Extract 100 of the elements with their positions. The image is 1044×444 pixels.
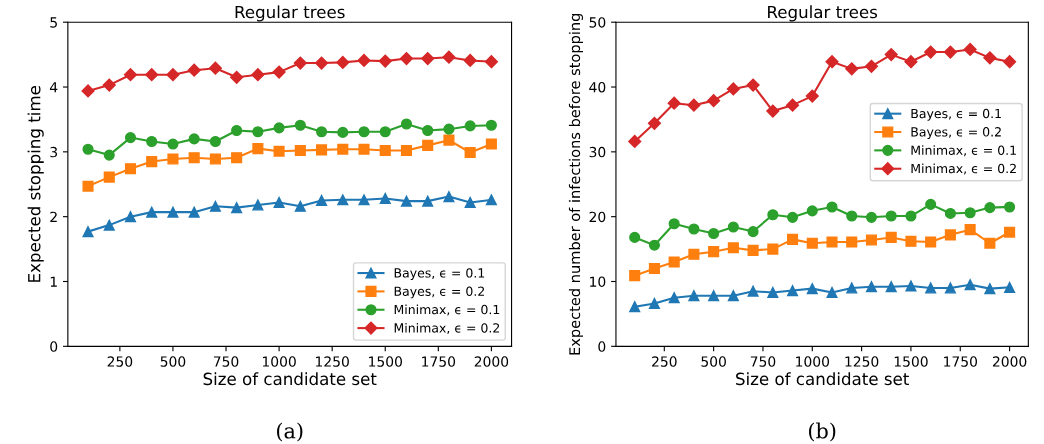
point bbox=[925, 236, 937, 248]
point bbox=[1003, 55, 1017, 69]
point bbox=[102, 78, 116, 92]
point bbox=[166, 68, 180, 82]
point bbox=[443, 134, 455, 146]
point bbox=[984, 202, 996, 214]
point bbox=[294, 119, 306, 131]
point bbox=[747, 226, 759, 238]
point bbox=[964, 279, 976, 291]
point bbox=[944, 282, 956, 294]
point bbox=[806, 283, 818, 295]
x-tick-label: 500 bbox=[160, 356, 186, 367]
point bbox=[464, 196, 476, 208]
y-tick-label: 0 bbox=[598, 341, 606, 352]
point bbox=[964, 207, 976, 219]
point bbox=[485, 194, 497, 206]
y-tick-label: 2 bbox=[50, 211, 57, 222]
point bbox=[358, 194, 370, 206]
point bbox=[846, 210, 858, 222]
point bbox=[230, 70, 244, 84]
y-tick-label: 5 bbox=[50, 17, 57, 28]
y-axis-title: Expected number of infections before stopping bbox=[568, 13, 584, 355]
point bbox=[103, 219, 115, 231]
point bbox=[422, 139, 434, 151]
point bbox=[885, 231, 897, 243]
x-tick-label: 1500 bbox=[894, 356, 928, 367]
x-tick-label: 2000 bbox=[474, 356, 509, 367]
point bbox=[707, 94, 721, 108]
point bbox=[336, 55, 350, 69]
point bbox=[294, 144, 306, 157]
point bbox=[146, 135, 158, 148]
point bbox=[315, 144, 328, 156]
legend-label: Minimax, ϵ = 0.2 bbox=[394, 322, 500, 334]
point bbox=[208, 61, 222, 75]
point bbox=[826, 201, 838, 213]
point bbox=[786, 233, 799, 245]
x-tick-label: 1750 bbox=[944, 356, 978, 367]
point bbox=[485, 119, 497, 131]
point bbox=[767, 286, 779, 299]
point bbox=[727, 221, 739, 233]
legend-label: Bayes, ϵ = 0.2 bbox=[394, 286, 485, 299]
point bbox=[358, 143, 370, 155]
point bbox=[944, 229, 956, 241]
point bbox=[924, 45, 938, 59]
y-tick-label: 4 bbox=[49, 82, 58, 93]
point bbox=[209, 153, 221, 165]
y-tick-label: 3 bbox=[50, 146, 58, 158]
point bbox=[648, 239, 660, 251]
point bbox=[422, 124, 434, 137]
point bbox=[688, 290, 700, 302]
point bbox=[231, 152, 243, 164]
x-tick-label: 2000 bbox=[992, 356, 1027, 367]
point bbox=[805, 89, 819, 103]
point bbox=[443, 191, 455, 203]
point bbox=[485, 138, 497, 150]
point bbox=[1004, 226, 1016, 238]
legend-label: Bayes, ϵ = 0.1 bbox=[394, 268, 485, 281]
point bbox=[846, 236, 858, 248]
point bbox=[294, 200, 306, 212]
point bbox=[167, 138, 179, 150]
y-tick-label: 1 bbox=[50, 276, 57, 287]
x-tick-label: 1000 bbox=[796, 356, 830, 367]
x-tick-label: 1250 bbox=[845, 356, 879, 367]
point bbox=[688, 223, 700, 235]
point bbox=[766, 104, 780, 118]
point bbox=[905, 210, 917, 222]
point bbox=[767, 209, 779, 221]
point bbox=[944, 207, 956, 219]
point bbox=[145, 68, 159, 82]
point bbox=[785, 98, 800, 112]
point bbox=[463, 53, 477, 68]
point bbox=[337, 126, 349, 138]
point bbox=[124, 132, 137, 144]
point bbox=[925, 282, 937, 294]
point bbox=[687, 98, 701, 112]
point bbox=[629, 301, 641, 313]
x-tick-label: 1250 bbox=[316, 356, 349, 367]
point bbox=[904, 55, 918, 69]
point bbox=[231, 202, 243, 214]
point bbox=[667, 96, 681, 110]
point bbox=[187, 63, 201, 77]
point bbox=[293, 56, 307, 70]
y-axis-title: Expected stopping time bbox=[27, 85, 44, 282]
point bbox=[146, 206, 158, 218]
point bbox=[747, 285, 759, 297]
point bbox=[726, 82, 740, 96]
point bbox=[81, 84, 95, 98]
point bbox=[400, 144, 413, 157]
point bbox=[251, 68, 265, 82]
x-axis-title: Size of candidate set bbox=[203, 372, 377, 386]
point bbox=[442, 50, 456, 64]
point bbox=[984, 237, 996, 249]
point bbox=[688, 248, 700, 260]
point bbox=[443, 123, 455, 135]
point bbox=[727, 242, 739, 254]
point bbox=[337, 143, 349, 155]
point bbox=[846, 282, 858, 294]
point bbox=[82, 180, 94, 192]
x-tick-label: 250 bbox=[652, 356, 677, 367]
point bbox=[314, 56, 329, 70]
